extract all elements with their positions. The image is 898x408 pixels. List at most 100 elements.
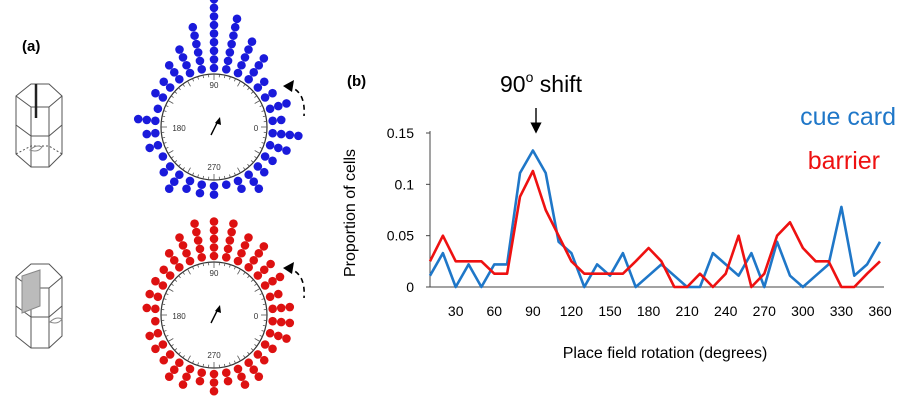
polar-bottom-cell-dot	[165, 271, 175, 280]
polar-bottom-tick	[254, 283, 258, 286]
polar-bottom-tick	[250, 348, 254, 351]
y-tick-label: 0	[406, 279, 414, 295]
polar-bottom-cell-dot	[237, 248, 246, 258]
polar-top-cell-dot	[175, 74, 184, 84]
polar-plot-barrier: 90 180 0 270	[142, 217, 295, 396]
polar-top-cell-dot	[175, 45, 184, 54]
polar-bottom-cell-dot	[227, 227, 236, 237]
polar-bottom-cell-dot	[260, 281, 270, 290]
polar-top-cell-dot	[247, 37, 257, 46]
polar-top-angle-label: 0	[254, 124, 259, 133]
polar-top-tick	[163, 110, 167, 112]
polar-bottom-cell-dot	[165, 350, 175, 359]
polar-bottom-tick	[162, 303, 166, 305]
apparatus-barrier-drawing	[15, 263, 63, 349]
polar-bottom-cell-dot	[225, 236, 235, 245]
polar-top-cell-dot	[285, 130, 295, 140]
legend-cue-card: cue card	[800, 103, 896, 131]
polar-top-tick	[250, 91, 254, 94]
polar-top-tick	[202, 175, 204, 179]
polar-bottom-cell-dot	[164, 372, 174, 381]
polar-bottom-cell-dot	[268, 276, 277, 286]
polar-bottom-tick	[182, 355, 185, 359]
polar-top-cell-dot	[151, 116, 160, 126]
polar-bottom-cell-dot	[285, 302, 295, 312]
polar-bottom-tick	[262, 303, 266, 305]
polar-top-tick	[178, 163, 181, 167]
polar-top-cell-dot	[165, 83, 175, 92]
polar-bottom-tick	[170, 283, 174, 286]
polar-bottom-tick	[202, 363, 204, 367]
x-tick-label: 120	[560, 303, 584, 319]
polar-bottom-angle-label: 0	[254, 312, 259, 321]
polar-top-cell-dot	[265, 104, 275, 114]
polar-top-cell-dot	[175, 170, 184, 180]
polar-top-tick	[224, 75, 226, 79]
polar-bottom-tick	[197, 362, 199, 366]
y-axis-label: Proportion of cells	[342, 149, 359, 277]
x-tick-label: 240	[714, 303, 738, 319]
polar-top-cell-dot	[237, 60, 246, 70]
polar-top-tick	[259, 105, 263, 108]
polar-top-cell-dot	[273, 101, 283, 111]
polar-bottom-cell-dot	[223, 376, 233, 386]
shift-annotation-degree: o	[526, 69, 534, 85]
polar-bottom-tick	[163, 330, 167, 332]
polar-top-cell-dot	[185, 176, 195, 186]
polar-top-cell-dot	[133, 114, 143, 124]
polar-top-tick	[187, 80, 191, 87]
polar-top-tick	[182, 83, 185, 87]
polar-bottom-cell-dot	[209, 378, 219, 387]
polar-bottom-cell-dot	[254, 372, 264, 381]
polar-bottom-cell-dot	[182, 372, 191, 382]
polar-bottom-cell-dot	[185, 364, 195, 374]
polar-bottom-cell-dot	[253, 271, 263, 280]
polar-bottom-tick	[224, 263, 226, 267]
polar-top-cell-dot	[159, 77, 169, 87]
polar-top-tick	[254, 100, 261, 104]
polar-top-cell-dot	[240, 53, 250, 62]
polar-top-cell-dot	[209, 63, 219, 73]
polar-bottom-cell-dot	[223, 244, 233, 254]
polar-top-cell-dot	[195, 188, 205, 198]
polar-bottom-angle-label: 270	[207, 351, 221, 360]
polar-bottom-cell-dot	[153, 328, 163, 338]
polar-top-tick	[237, 167, 241, 174]
polar-top-cell-dot	[223, 56, 233, 66]
shift-annotation: 90o shift	[500, 69, 583, 97]
polar-bottom-cell-dot	[175, 233, 184, 242]
polar-bottom-cell-dot	[273, 289, 283, 299]
polar-top-tick	[243, 167, 246, 171]
polar-top-cell-dot	[273, 143, 283, 153]
polar-top-cell-dot	[169, 177, 179, 186]
polar-bottom-cell-dot	[195, 244, 205, 254]
polar-top-tick	[262, 137, 266, 139]
polar-top-cell-dot	[153, 140, 163, 150]
polar-top-cell-dot	[165, 162, 175, 171]
polar-top-tick	[233, 78, 236, 82]
polar-bottom-cell-dot	[259, 242, 269, 251]
polar-top-cell-dot	[209, 37, 219, 47]
polar-top-cell-dot	[230, 22, 240, 32]
polar-top-tick	[174, 91, 178, 94]
polar-bottom-cell-dot	[268, 316, 277, 326]
polar-top-tick	[229, 174, 231, 178]
polar-bottom-cell-dot	[209, 369, 219, 379]
polar-bottom-cell-dot	[185, 256, 195, 266]
polar-plot-cue-card: 90 180 0 270	[133, 0, 303, 199]
polar-bottom-cell-dot	[268, 304, 277, 314]
polar-bottom-cell-dot	[151, 304, 160, 314]
polar-top-cell-dot	[142, 129, 152, 139]
polar-bottom-cell-dot	[158, 340, 168, 349]
polar-top-tick	[162, 115, 166, 117]
polar-top-cell-dot	[233, 176, 243, 186]
polar-bottom-tick	[243, 271, 246, 275]
polar-bottom-cell-dot	[260, 340, 270, 349]
polar-bottom-tick	[259, 334, 263, 337]
polar-top-cell-dot	[169, 68, 179, 77]
shift-annotation-suffix: shift	[533, 71, 582, 97]
polar-top-cell-dot	[151, 88, 160, 98]
polar-top-tick	[170, 95, 174, 98]
polar-bottom-cell-dot	[233, 364, 243, 374]
